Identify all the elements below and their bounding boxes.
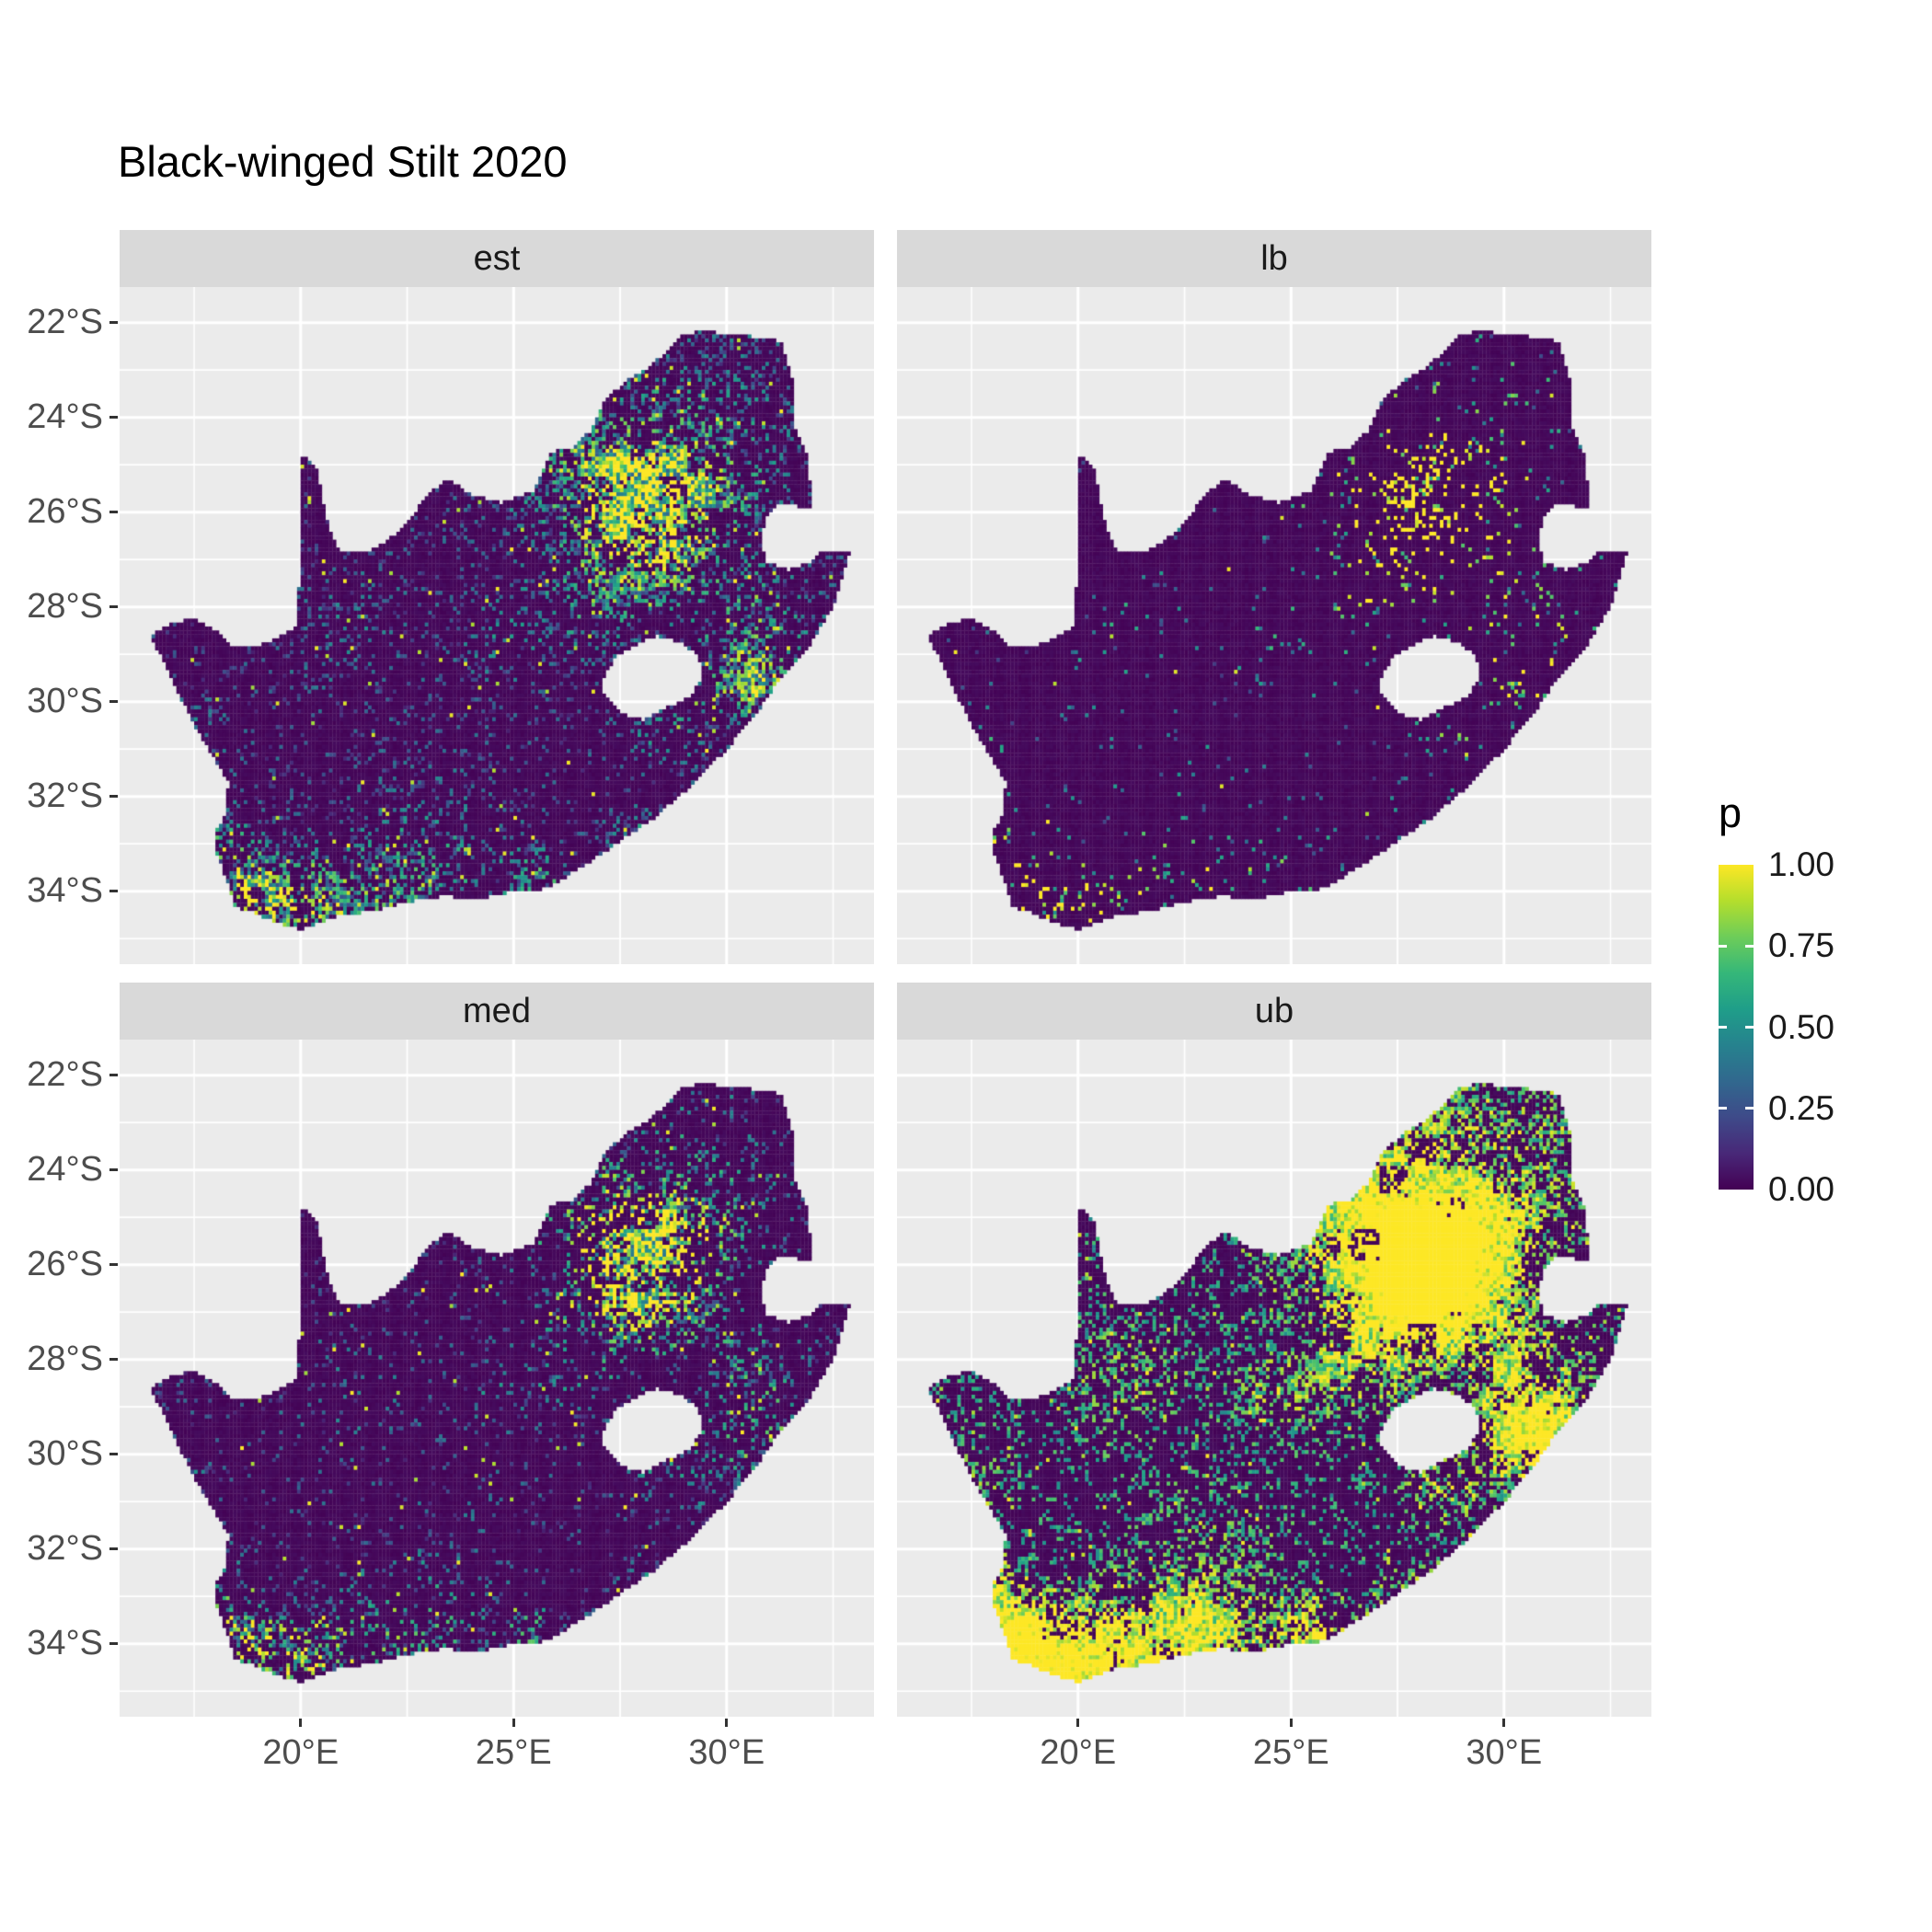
x-tick-mark xyxy=(1076,1719,1080,1727)
legend-bar-tick xyxy=(1745,1026,1754,1029)
x-tick-mark xyxy=(512,1719,515,1727)
legend-bar-tick xyxy=(1719,944,1727,948)
chart-title: Black-winged Stilt 2020 xyxy=(118,137,568,186)
legend-bar-tick xyxy=(1745,1107,1754,1110)
y-tick-mark xyxy=(109,1074,118,1077)
legend-tick-label: 0.25 xyxy=(1768,1088,1835,1127)
facet-strip-med: med xyxy=(120,983,874,1040)
y-tick-label: 28°S xyxy=(27,1339,103,1378)
x-tick-mark xyxy=(725,1719,729,1727)
x-tick-mark xyxy=(1289,1719,1293,1727)
legend: p 1.00 0.75 0.50 0.25 0.00 xyxy=(1711,789,1932,1231)
legend-tick-label: 1.00 xyxy=(1768,845,1835,883)
facet-med: med xyxy=(120,983,874,1717)
y-tick-label: 30°S xyxy=(27,681,103,720)
y-tick-mark xyxy=(109,1453,118,1456)
y-tick-label: 34°S xyxy=(27,1623,103,1662)
y-tick-label: 26°S xyxy=(27,491,103,531)
facet-strip-label-ub: ub xyxy=(1254,991,1294,1030)
y-tick-label: 30°S xyxy=(27,1433,103,1473)
y-tick-mark xyxy=(109,1547,118,1551)
y-tick-mark xyxy=(109,700,118,704)
facet-lb: lb xyxy=(897,230,1651,964)
y-tick-label: 22°S xyxy=(27,1054,103,1094)
legend-bar-tick xyxy=(1719,1026,1727,1029)
y-tick-mark xyxy=(109,605,118,609)
y-tick-label: 32°S xyxy=(27,776,103,815)
map-panel-ub xyxy=(897,1040,1651,1717)
legend-tick-label: 0.50 xyxy=(1768,1007,1835,1046)
x-tick-label: 25°E xyxy=(475,1733,552,1772)
x-tick-label: 20°E xyxy=(262,1733,339,1772)
x-tick-label: 25°E xyxy=(1252,1733,1329,1772)
x-tick-label: 30°E xyxy=(1466,1733,1543,1772)
x-tick-label: 20°E xyxy=(1040,1733,1117,1772)
y-tick-mark xyxy=(109,321,118,325)
y-tick-label: 28°S xyxy=(27,586,103,626)
facet-strip-label-lb: lb xyxy=(1260,238,1288,278)
x-tick-mark xyxy=(299,1719,303,1727)
y-tick-label: 22°S xyxy=(27,302,103,341)
facet-est: est xyxy=(120,230,874,964)
y-tick-label: 26°S xyxy=(27,1244,103,1283)
legend-tick-label: 0.75 xyxy=(1768,926,1835,965)
y-tick-mark xyxy=(109,795,118,799)
y-tick-mark xyxy=(109,1263,118,1267)
y-tick-mark xyxy=(109,416,118,420)
facet-strip-est: est xyxy=(120,230,874,287)
map-panel-est xyxy=(120,287,874,964)
y-tick-label: 24°S xyxy=(27,1149,103,1189)
legend-title: p xyxy=(1719,789,1742,836)
y-tick-mark xyxy=(109,511,118,514)
y-tick-mark xyxy=(109,1642,118,1646)
y-tick-label: 24°S xyxy=(27,397,103,436)
y-tick-label: 32°S xyxy=(27,1528,103,1568)
map-panel-lb xyxy=(897,287,1651,964)
x-tick-mark xyxy=(1502,1719,1506,1727)
y-tick-mark xyxy=(109,1168,118,1172)
legend-bar-tick xyxy=(1745,944,1754,948)
facet-ub: ub xyxy=(897,983,1651,1717)
legend-colorbar xyxy=(1719,865,1754,1190)
legend-bar-tick xyxy=(1719,1107,1727,1110)
facet-strip-label-est: est xyxy=(473,238,521,278)
map-panel-med xyxy=(120,1040,874,1717)
y-tick-mark xyxy=(109,1358,118,1362)
facet-strip-ub: ub xyxy=(897,983,1651,1040)
legend-tick-label: 0.00 xyxy=(1768,1170,1835,1208)
x-tick-label: 30°E xyxy=(688,1733,765,1772)
y-tick-mark xyxy=(109,890,118,893)
y-tick-label: 34°S xyxy=(27,870,103,910)
facet-strip-label-med: med xyxy=(463,991,531,1030)
facet-strip-lb: lb xyxy=(897,230,1651,287)
